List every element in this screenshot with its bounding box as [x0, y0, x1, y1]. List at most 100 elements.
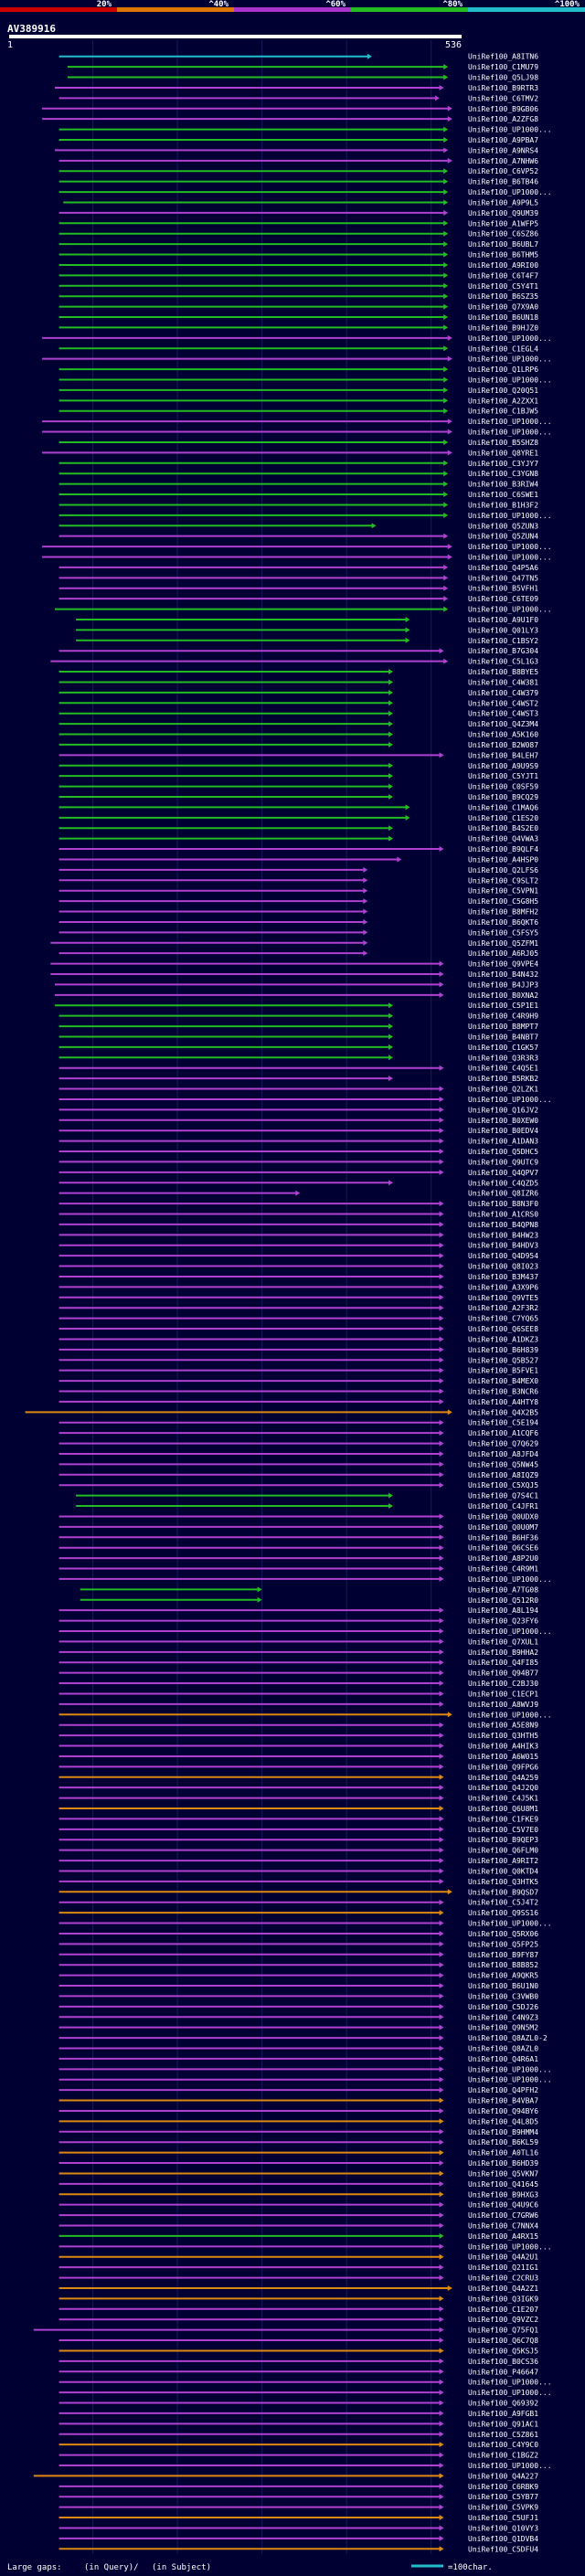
- hit-label: UniRef100_Q4QPV7: [468, 1169, 538, 1177]
- hit-arrow: [439, 2431, 444, 2437]
- hit-arrow: [439, 960, 444, 967]
- hit-arrow: [439, 2316, 444, 2323]
- hit-label: UniRef100_A9U9S9: [468, 762, 538, 770]
- hit-label: UniRef100_C5G8H5: [468, 897, 538, 906]
- hit-label: UniRef100_UP1000...: [468, 2242, 552, 2251]
- hit-arrow: [439, 2504, 444, 2510]
- hit-label: UniRef100_UP1000...: [468, 376, 552, 384]
- hit-arrow: [439, 1138, 444, 1144]
- hit-label: UniRef100_B9QSD7: [468, 1888, 538, 1896]
- hit-arrow: [439, 2160, 444, 2167]
- hit-arrow: [443, 345, 449, 352]
- footer-query-gap: (in Query)/: [84, 2563, 139, 2572]
- hit-arrow: [447, 105, 452, 111]
- hit-arrow: [388, 825, 394, 832]
- hit-arrow: [439, 1221, 444, 1227]
- hit-label: UniRef100_A3X9P6: [468, 1283, 538, 1291]
- hit-label: UniRef100_A9U1F0: [468, 616, 538, 624]
- hit-arrow: [439, 1774, 444, 1780]
- hit-arrow: [388, 689, 394, 695]
- hit-label: UniRef100_Q4VWA3: [468, 835, 538, 843]
- hit-arrow: [388, 1023, 394, 1030]
- hit-label: UniRef100_C4QZD5: [468, 1179, 538, 1187]
- hit-arrow: [439, 1482, 444, 1489]
- hit-arrow: [439, 1242, 444, 1248]
- footer-subject-gap: (in Subject): [152, 2563, 211, 2572]
- hit-label: UniRef100_Q75FQ1: [468, 2327, 538, 2335]
- hit-label: UniRef100_C6VP52: [468, 167, 538, 175]
- identity-scale-segment: [0, 7, 117, 12]
- hit-arrow: [439, 1659, 444, 1666]
- hit-arrow: [439, 648, 444, 654]
- hit-label: UniRef100_Q4Z3M4: [468, 720, 538, 728]
- hit-label: UniRef100_C4JFR1: [468, 1502, 538, 1511]
- hit-arrow: [439, 1858, 444, 1864]
- hit-label: UniRef100_Q6U8M1: [468, 1805, 538, 1813]
- hit-label: UniRef100_B9QLF4: [468, 845, 538, 853]
- hit-label: UniRef100_C1ES20: [468, 814, 538, 822]
- hit-arrow: [405, 616, 410, 622]
- hit-label: UniRef100_A8JFD4: [468, 1450, 538, 1458]
- hit-arrow: [439, 1733, 444, 1739]
- hit-arrow: [439, 2097, 444, 2104]
- hit-arrow: [447, 1409, 452, 1415]
- hit-label: UniRef100_Q5ZUN4: [468, 533, 538, 541]
- hit-label: UniRef100_Q8AZL0-2: [468, 2034, 548, 2042]
- identity-scale-label: ^60%: [325, 0, 346, 9]
- hit-label: UniRef100_Q4U9C6: [468, 2201, 538, 2210]
- query-title: AV389916: [7, 23, 56, 35]
- hit-label: UniRef100_B9HJZ0: [468, 323, 538, 332]
- hit-label: UniRef100_UP1000...: [468, 1920, 552, 1928]
- hit-label: UniRef100_C5UFJ1: [468, 2514, 538, 2522]
- hit-label: UniRef100_A4RX15: [468, 2232, 538, 2241]
- hit-label: UniRef100_C3YGN8: [468, 470, 538, 478]
- hit-label: UniRef100_UP1000...: [468, 1627, 552, 1636]
- hit-arrow: [443, 492, 449, 498]
- hit-arrow: [439, 2253, 444, 2260]
- hit-arrow: [439, 2306, 444, 2312]
- hit-arrow: [439, 1419, 444, 1426]
- hit-label: UniRef100_B6THM5: [468, 251, 538, 260]
- hit-arrow: [439, 2546, 444, 2552]
- hit-arrow: [388, 762, 394, 769]
- hit-arrow: [439, 1868, 444, 1874]
- hit-label: UniRef100_Q21IG1: [468, 2263, 538, 2272]
- hit-label: UniRef100_UP1000...: [468, 188, 552, 196]
- hit-label: UniRef100_Q5ZUN3: [468, 522, 538, 530]
- hit-arrow: [443, 199, 449, 206]
- hit-arrow: [439, 2337, 444, 2344]
- hit-label: UniRef100_C2CRU3: [468, 2274, 538, 2283]
- hit-label: UniRef100_UP1000...: [468, 2065, 552, 2073]
- hit-arrow: [443, 387, 449, 393]
- hit-label: UniRef100_Q5B527: [468, 1356, 538, 1364]
- hit-label: UniRef100_C1E207: [468, 2306, 538, 2314]
- hit-label: UniRef100_A9FGB1: [468, 2410, 538, 2418]
- hit-arrow: [439, 1565, 444, 1572]
- hit-label: UniRef100_C7GRW6: [468, 2211, 538, 2220]
- hit-label: UniRef100_C5YJT1: [468, 772, 538, 780]
- hit-arrow: [439, 2348, 444, 2354]
- hit-arrow: [443, 460, 449, 466]
- hit-label: UniRef100_Q91AC1: [468, 2420, 538, 2428]
- hit-arrow: [439, 1680, 444, 1687]
- hit-label: UniRef100_Q4D954: [468, 1252, 538, 1260]
- axis-start-label: 1: [7, 40, 13, 50]
- identity-scale-segment: [234, 7, 351, 12]
- hit-label: UniRef100_A8L194: [468, 1606, 538, 1615]
- hit-arrow: [439, 1201, 444, 1207]
- hit-arrow: [439, 2369, 444, 2375]
- hit-arrow: [439, 2452, 444, 2458]
- footer-legend-label: Large gaps:: [7, 2563, 62, 2572]
- hit-label: UniRef100_Q5NW45: [468, 1460, 538, 1468]
- hit-label: UniRef100_C1BGZ2: [468, 2452, 538, 2460]
- hit-label: UniRef100_Q9UTC9: [468, 1158, 538, 1166]
- hit-label: UniRef100_B8MFH2: [468, 908, 538, 917]
- hit-arrow: [371, 523, 377, 529]
- hit-label: UniRef100_B6KL59: [468, 2138, 538, 2147]
- hit-arrow: [439, 752, 444, 758]
- hit-label: UniRef100_B6QKT6: [468, 918, 538, 927]
- hit-label: UniRef100_C6SZ86: [468, 230, 538, 239]
- hit-label: UniRef100_B4VBA7: [468, 2097, 538, 2105]
- hit-label: UniRef100_Q8YRE1: [468, 449, 538, 457]
- hit-arrow: [439, 2535, 444, 2541]
